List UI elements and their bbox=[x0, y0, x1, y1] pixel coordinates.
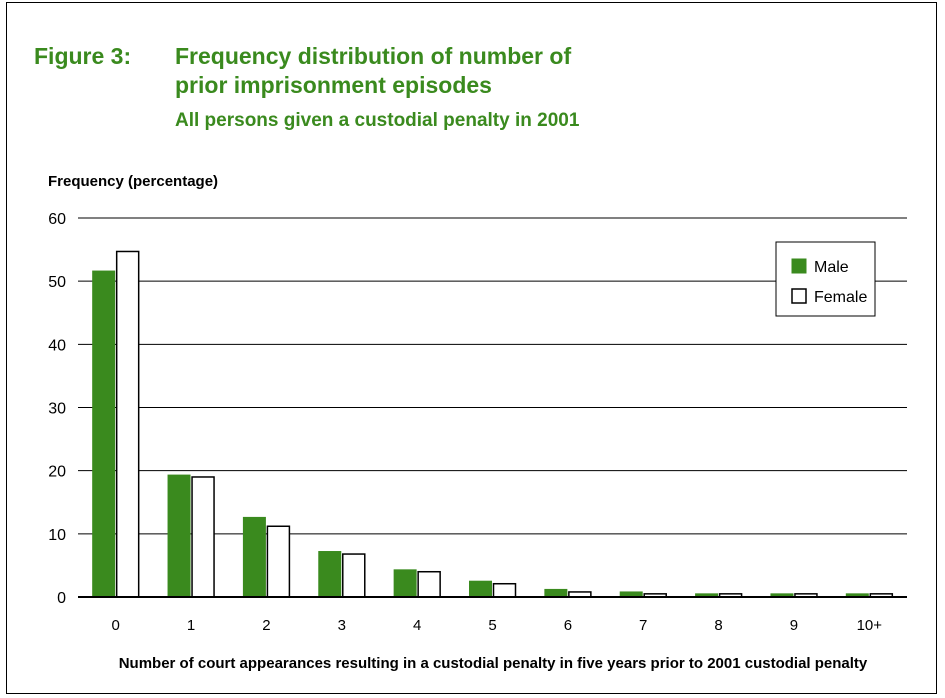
legend-label-male: Male bbox=[814, 259, 849, 276]
y-tick-label: 60 bbox=[48, 211, 66, 228]
bar-female bbox=[191, 476, 215, 598]
y-axis-label: Frequency (percentage) bbox=[48, 173, 218, 190]
bar-female bbox=[115, 250, 140, 598]
bar-male bbox=[469, 580, 492, 598]
bar-male bbox=[393, 569, 417, 598]
x-tick-label: 7 bbox=[639, 617, 647, 634]
chart-title-line-1: Frequency distribution of number of bbox=[175, 43, 572, 69]
y-tick-label: 20 bbox=[48, 464, 66, 481]
chart-title-line-2: prior imprisonment episodes bbox=[175, 72, 492, 98]
y-tick-label: 30 bbox=[48, 401, 66, 418]
x-tick-label: 4 bbox=[413, 617, 421, 634]
y-tick-label: 10 bbox=[48, 527, 66, 544]
x-tick-label: 0 bbox=[112, 617, 120, 634]
x-tick-label: 3 bbox=[338, 617, 346, 634]
bar-male bbox=[544, 588, 568, 598]
x-axis-label: Number of court appearances resulting in… bbox=[119, 655, 868, 672]
bar-male bbox=[92, 270, 116, 598]
y-tick-label: 40 bbox=[48, 337, 66, 354]
x-tick-label: 9 bbox=[790, 617, 798, 634]
bar-female bbox=[417, 570, 441, 598]
figure-label: Figure 3: bbox=[34, 43, 132, 69]
x-tick-label: 6 bbox=[564, 617, 572, 634]
legend-label-female: Female bbox=[814, 289, 867, 306]
x-tick-label: 1 bbox=[187, 617, 195, 634]
legend-swatch-male bbox=[791, 258, 807, 274]
x-tick-label: 8 bbox=[714, 617, 722, 634]
bar-male bbox=[242, 516, 266, 598]
bar-female bbox=[492, 582, 517, 598]
bar-male bbox=[318, 551, 342, 598]
bar-female bbox=[342, 553, 366, 598]
figure-frame bbox=[6, 2, 937, 694]
bar-female bbox=[266, 525, 291, 598]
bar-male bbox=[167, 474, 191, 598]
x-tick-label: 10+ bbox=[857, 617, 883, 634]
chart-subtitle: All persons given a custodial penalty in… bbox=[175, 110, 580, 131]
x-tick-label: 5 bbox=[488, 617, 496, 634]
y-tick-label: 0 bbox=[57, 590, 66, 607]
x-tick-label: 2 bbox=[262, 617, 270, 634]
y-tick-label: 50 bbox=[48, 274, 66, 291]
legend-swatch-female bbox=[791, 288, 807, 304]
